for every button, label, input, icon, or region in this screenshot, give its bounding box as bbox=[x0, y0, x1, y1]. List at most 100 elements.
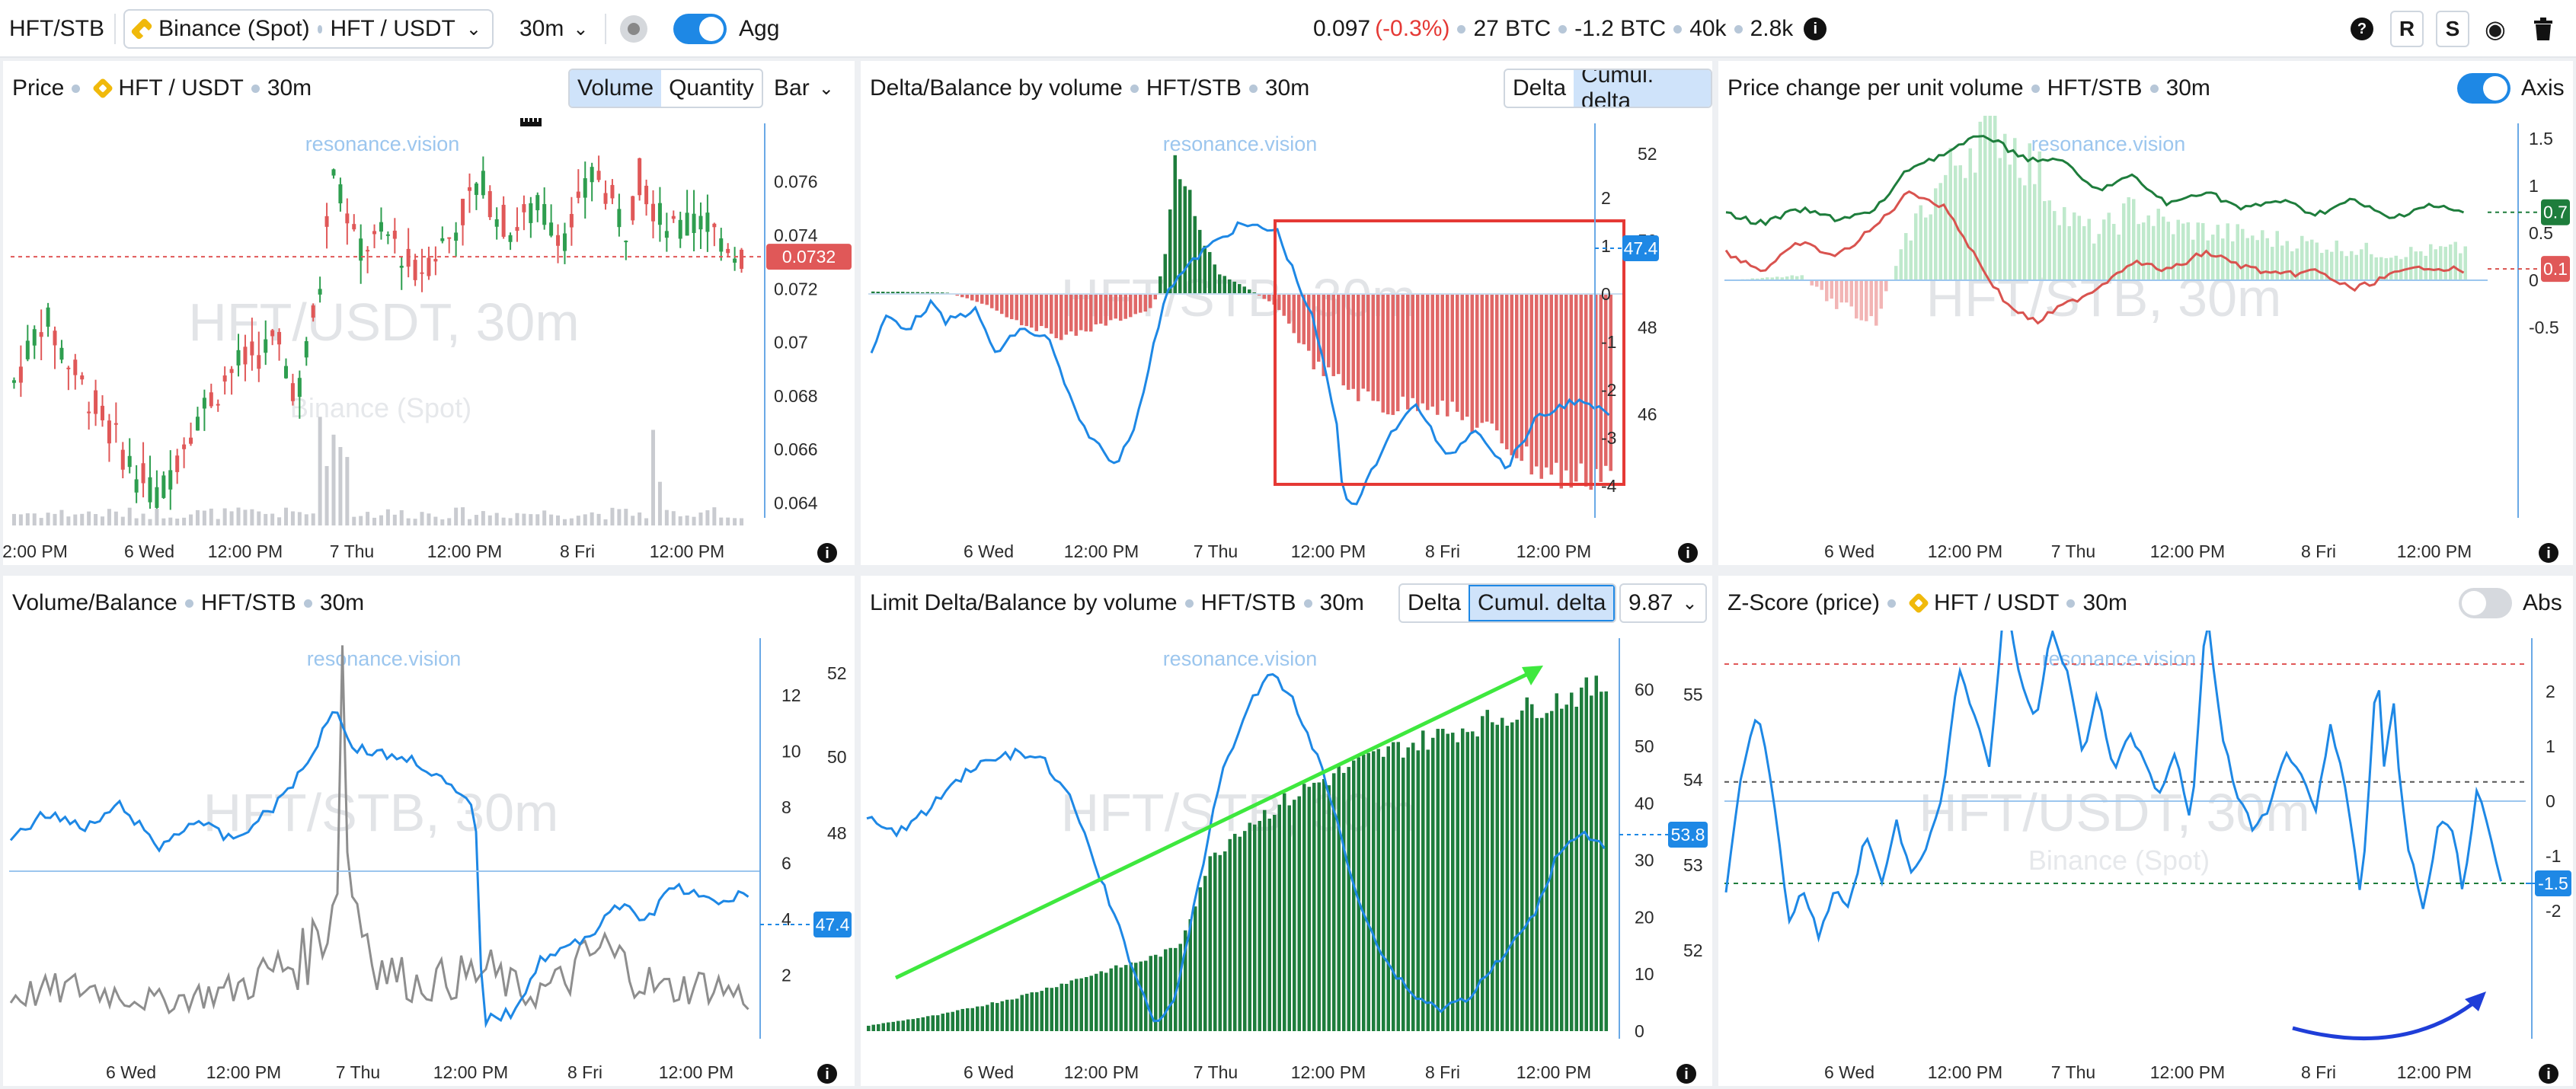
pcv-bar bbox=[1810, 280, 1814, 286]
chevron-down-icon: ⌄ bbox=[1682, 592, 1698, 614]
delta-bar bbox=[1366, 294, 1370, 392]
axis-toggle-switch[interactable] bbox=[2457, 73, 2510, 104]
trash-icon[interactable] bbox=[2533, 0, 2553, 58]
r-button[interactable]: R bbox=[2390, 11, 2424, 47]
cumul-bar bbox=[1000, 1001, 1004, 1031]
volume-option[interactable]: Volume bbox=[570, 70, 662, 107]
symbol-label: HFT/STB bbox=[1200, 590, 1296, 615]
x-tick-label: 8 Fri bbox=[560, 541, 595, 561]
cumul-bar bbox=[1154, 954, 1158, 1031]
delta-bar bbox=[1040, 294, 1044, 327]
pcv-bar bbox=[1800, 275, 1804, 280]
info-icon bbox=[1676, 1064, 1696, 1084]
agg-toggle[interactable]: Agg bbox=[673, 0, 779, 58]
y-tick-label: 0.074 bbox=[774, 225, 818, 245]
pcv-bar bbox=[2216, 225, 2220, 280]
delta-option[interactable]: Delta bbox=[1513, 75, 1567, 101]
pcv-bar bbox=[1855, 280, 1858, 319]
symbol-label[interactable]: HFT/STB bbox=[9, 16, 104, 41]
abs-toggle-switch[interactable] bbox=[2459, 588, 2512, 618]
candle-body bbox=[59, 347, 64, 360]
cumul-bar bbox=[1149, 956, 1152, 1031]
candle-body bbox=[209, 392, 213, 407]
candle-body bbox=[345, 213, 350, 224]
delta-bar bbox=[1044, 294, 1048, 328]
cumul-delta-option[interactable]: Cumul. delta bbox=[1469, 585, 1616, 621]
cumul-bar bbox=[1505, 725, 1509, 1031]
pcv-bar bbox=[2142, 222, 2146, 280]
delta-bar bbox=[1208, 251, 1212, 294]
cumul-bar bbox=[976, 1006, 980, 1031]
delta-bar bbox=[1574, 294, 1578, 482]
agg-toggle-switch[interactable] bbox=[673, 14, 727, 44]
pcv-bar bbox=[2285, 241, 2289, 280]
cumul-bar bbox=[1287, 805, 1291, 1031]
cumul-bar bbox=[986, 1004, 989, 1031]
chevron-down-icon: ⌄ bbox=[465, 18, 481, 40]
delta-bar bbox=[1440, 294, 1444, 401]
pcv-bar bbox=[2414, 251, 2418, 280]
left-tick-label: 12 bbox=[781, 685, 801, 705]
record-button[interactable] bbox=[620, 0, 647, 58]
pcv-bar bbox=[1964, 177, 1967, 280]
cumul-bar bbox=[1510, 722, 1514, 1031]
cumul-bar bbox=[1436, 729, 1440, 1031]
s-button[interactable]: S bbox=[2436, 11, 2469, 47]
abs-toggle[interactable]: Abs bbox=[2459, 576, 2562, 631]
candle-body bbox=[168, 470, 173, 490]
panel-title: Price bbox=[12, 75, 65, 101]
volume-bar bbox=[107, 509, 111, 525]
volume-bar bbox=[427, 513, 431, 525]
cumul-delta-option[interactable]: Cumul. delta bbox=[1574, 70, 1711, 107]
pcv-bar bbox=[1869, 280, 1873, 317]
pcv-bar bbox=[1899, 249, 1903, 280]
pcv-bar bbox=[2176, 219, 2180, 280]
pcv-bar bbox=[2394, 255, 2398, 280]
axis-label: Axis bbox=[2521, 75, 2565, 101]
pcv-bar bbox=[1904, 233, 1908, 280]
delta-mode-toggle[interactable]: Delta Cumul. delta bbox=[1504, 69, 1712, 108]
threshold-select[interactable]: 9.87 ⌄ bbox=[1619, 583, 1707, 623]
right-tick-label: 53 bbox=[1683, 855, 1703, 875]
candle-body bbox=[671, 216, 676, 219]
timeframe-selector[interactable]: 30m ⌄ bbox=[519, 0, 588, 58]
volume-balance-chart[interactable]: resonance.vision HFT/STB, 30m 12 10 8 6 4 2 52 50… bbox=[3, 631, 855, 1086]
candle-body bbox=[11, 380, 16, 383]
pcv-bar bbox=[2459, 253, 2463, 280]
agg-label: Agg bbox=[739, 16, 780, 41]
delta-bar bbox=[1213, 264, 1216, 294]
delta-bar bbox=[886, 292, 890, 294]
quantity-option[interactable]: Quantity bbox=[669, 75, 754, 101]
chart-type-selector[interactable]: Bar ⌄ bbox=[774, 61, 834, 116]
help-button[interactable]: ? bbox=[2351, 0, 2373, 58]
exchange-pair-selector[interactable]: Binance (Spot) HFT / USDT ⌄ bbox=[123, 9, 494, 49]
price-chart[interactable]: resonance.vision HFT/USDT, 30m Binance (Sp… bbox=[3, 116, 855, 565]
left-tick-label: 60 bbox=[1635, 679, 1654, 699]
delta-bar bbox=[1054, 294, 1058, 339]
info-icon[interactable]: i bbox=[1804, 18, 1827, 40]
delta-bar bbox=[1594, 294, 1598, 469]
volume-bar bbox=[372, 517, 377, 525]
volume-bar bbox=[603, 519, 608, 525]
volume-quantity-toggle[interactable]: Volume Quantity bbox=[568, 69, 763, 108]
red-value-tag: 0.1 bbox=[2543, 259, 2568, 279]
brand-watermark: resonance.vision bbox=[305, 133, 460, 155]
axis-toggle[interactable]: Axis bbox=[2457, 61, 2565, 116]
cumul-bar bbox=[1322, 778, 1326, 1031]
cumul-bar bbox=[1025, 993, 1029, 1031]
limit-delta-mode-toggle[interactable]: Delta Cumul. delta bbox=[1398, 583, 1617, 623]
zscore-panel: Z-Score (price) HFT / USDT 30m Abs reson… bbox=[1718, 576, 2573, 1086]
eye-icon[interactable]: ◉ bbox=[2485, 15, 2506, 43]
delta-bar bbox=[1510, 294, 1513, 455]
delta-option[interactable]: Delta bbox=[1408, 590, 1462, 615]
zscore-value-tag-bg bbox=[2535, 870, 2571, 896]
cumul-bar bbox=[1337, 766, 1341, 1031]
pcv-bar bbox=[1998, 158, 2002, 280]
left-tick-label: 2 bbox=[1601, 188, 1611, 208]
candle-body bbox=[250, 341, 254, 356]
volume-bar bbox=[304, 514, 308, 525]
